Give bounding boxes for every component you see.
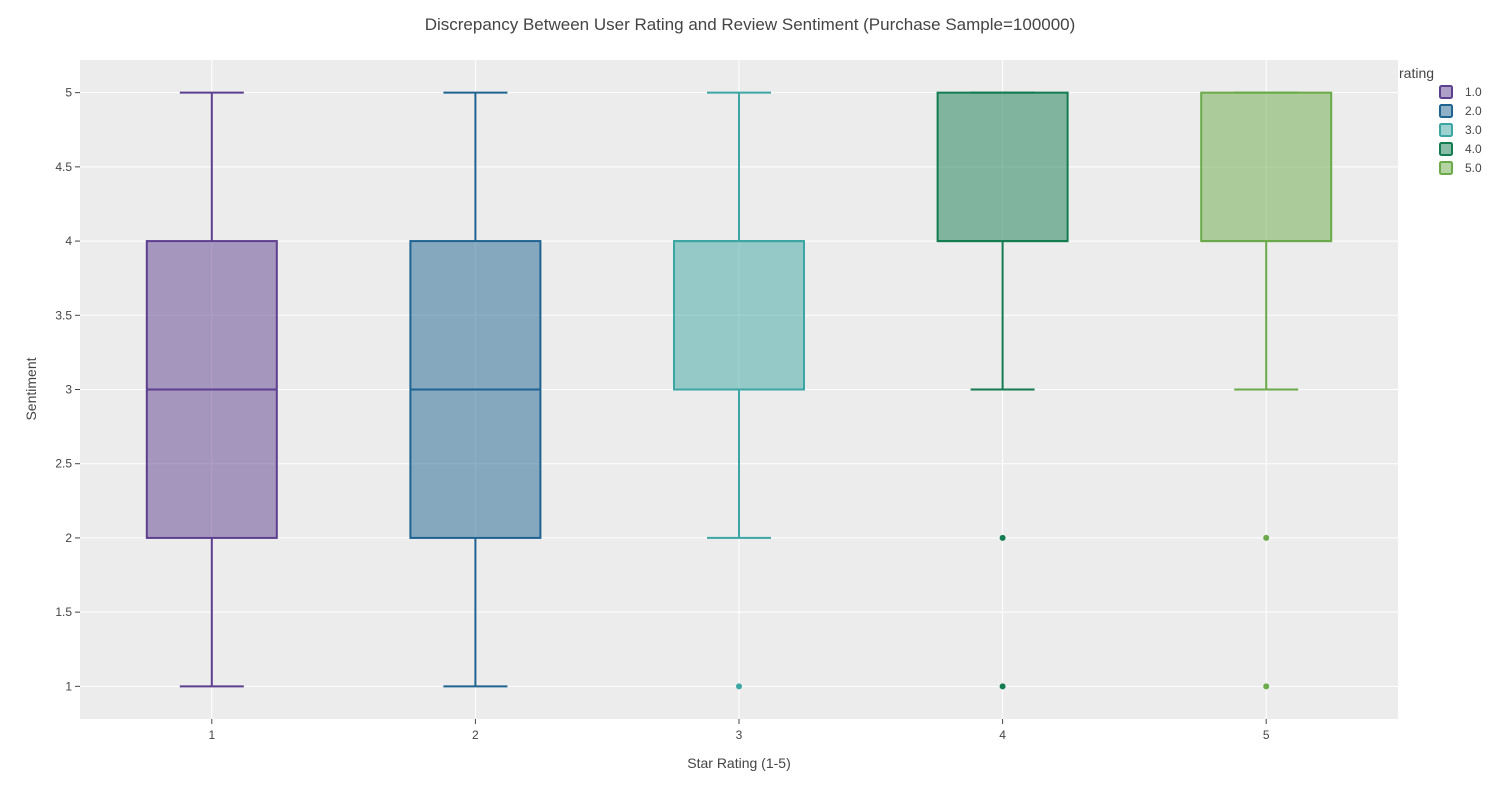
box-series-5.0[interactable]	[1200, 91, 1333, 690]
legend-swatch	[1439, 123, 1453, 137]
y-tick-label: 4.5	[55, 160, 72, 174]
legend-label: 2.0	[1465, 104, 1482, 118]
x-tick-label: 4	[999, 728, 1006, 742]
legend-swatch	[1439, 85, 1453, 99]
outlier-point	[1263, 534, 1270, 541]
y-tick-label: 2.5	[55, 457, 72, 471]
legend-label: 1.0	[1465, 85, 1482, 99]
y-tick-label: 2	[65, 531, 72, 545]
y-axis-title: Sentiment	[23, 357, 39, 420]
y-tick-label: 1	[65, 679, 72, 693]
legend[interactable]: 1.0 2.0 3.0 4.0 5.0	[1439, 85, 1482, 175]
legend-item-3.0[interactable]: 3.0	[1439, 123, 1482, 137]
iqr-box[interactable]	[673, 240, 805, 391]
legend-swatch	[1439, 161, 1453, 175]
legend-title: rating	[1399, 65, 1434, 81]
box-series-4.0[interactable]	[936, 91, 1069, 690]
y-tick-label: 4	[65, 234, 72, 248]
iqr-box[interactable]	[936, 91, 1069, 243]
y-tick-label: 3.5	[55, 308, 72, 322]
outlier-point	[736, 683, 742, 690]
y-tick-label: 5	[65, 86, 72, 100]
box-series-3.0[interactable]	[673, 91, 805, 690]
box-series-2.0[interactable]	[409, 91, 542, 688]
chart-title: Discrepancy Between User Rating and Revi…	[425, 15, 1076, 34]
box-series-1.0[interactable]	[145, 91, 278, 688]
y-axis-ticks: 1 1.5 2 2.5 3 3.5 4 4.5 5	[55, 86, 80, 693]
legend-item-1.0[interactable]: 1.0	[1439, 85, 1482, 99]
legend-item-2.0[interactable]: 2.0	[1439, 104, 1482, 118]
legend-label: 5.0	[1465, 161, 1482, 175]
x-tick-label: 3	[736, 728, 743, 742]
outlier-point	[999, 534, 1006, 541]
legend-label: 3.0	[1465, 123, 1482, 137]
box-series-layer	[145, 91, 1333, 690]
outlier-point	[1263, 683, 1270, 690]
legend-swatch	[1439, 104, 1453, 118]
iqr-box[interactable]	[1200, 91, 1333, 243]
x-tick-label: 5	[1263, 728, 1270, 742]
legend-swatch	[1439, 142, 1453, 156]
legend-label: 4.0	[1465, 142, 1482, 156]
x-axis-ticks: 1 2 3 4 5	[208, 719, 1270, 742]
x-tick-label: 1	[208, 728, 215, 742]
outlier-point	[999, 683, 1006, 690]
y-tick-label: 1.5	[55, 605, 72, 619]
legend-item-4.0[interactable]: 4.0	[1439, 142, 1482, 156]
legend-item-5.0[interactable]: 5.0	[1439, 161, 1482, 175]
x-axis-title: Star Rating (1-5)	[687, 755, 790, 771]
x-tick-label: 2	[472, 728, 479, 742]
y-tick-label: 3	[65, 383, 72, 397]
